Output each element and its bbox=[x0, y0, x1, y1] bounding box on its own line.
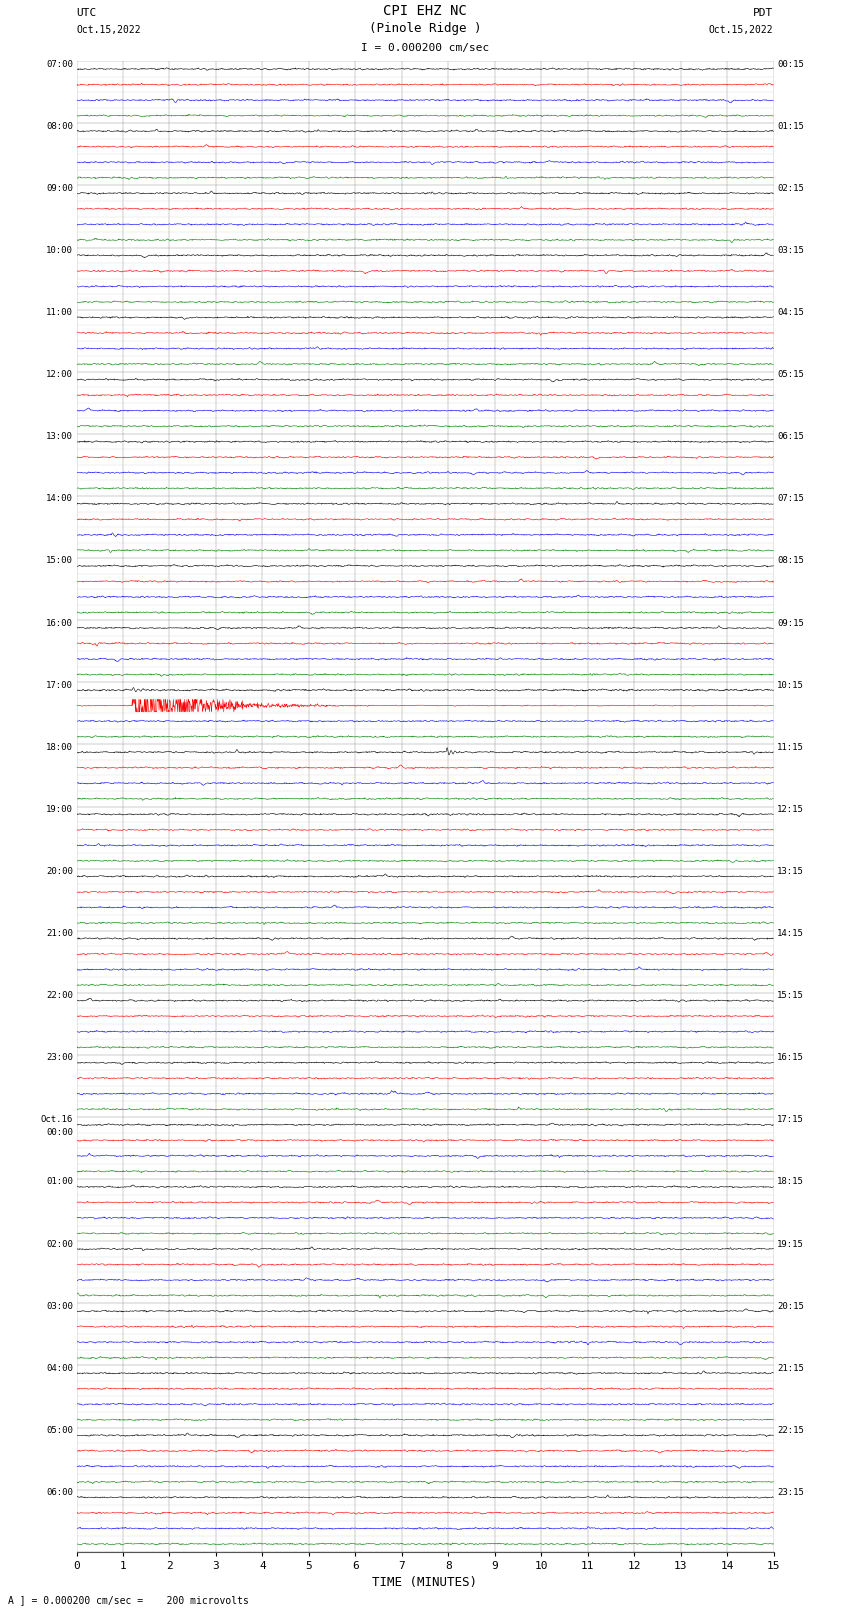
Text: 20:15: 20:15 bbox=[777, 1302, 804, 1311]
Text: 15:00: 15:00 bbox=[46, 556, 73, 566]
Text: 17:15: 17:15 bbox=[777, 1116, 804, 1124]
Text: 04:00: 04:00 bbox=[46, 1365, 73, 1373]
Text: PDT: PDT bbox=[753, 8, 774, 18]
Text: 14:15: 14:15 bbox=[777, 929, 804, 939]
Text: 23:00: 23:00 bbox=[46, 1053, 73, 1063]
Text: I = 0.000200 cm/sec: I = 0.000200 cm/sec bbox=[361, 44, 489, 53]
Text: 21:00: 21:00 bbox=[46, 929, 73, 939]
Text: 19:15: 19:15 bbox=[777, 1239, 804, 1248]
Text: 01:00: 01:00 bbox=[46, 1177, 73, 1187]
Text: 22:15: 22:15 bbox=[777, 1426, 804, 1436]
Text: 05:00: 05:00 bbox=[46, 1426, 73, 1436]
Text: 06:00: 06:00 bbox=[46, 1487, 73, 1497]
Text: A ] = 0.000200 cm/sec =    200 microvolts: A ] = 0.000200 cm/sec = 200 microvolts bbox=[8, 1595, 249, 1605]
Text: Oct.15,2022: Oct.15,2022 bbox=[76, 26, 141, 35]
Text: 11:15: 11:15 bbox=[777, 742, 804, 752]
Text: 22:00: 22:00 bbox=[46, 990, 73, 1000]
Text: 00:00: 00:00 bbox=[46, 1129, 73, 1137]
Text: 20:00: 20:00 bbox=[46, 868, 73, 876]
Text: 00:15: 00:15 bbox=[777, 60, 804, 69]
Text: 16:00: 16:00 bbox=[46, 619, 73, 627]
Text: 21:15: 21:15 bbox=[777, 1365, 804, 1373]
Text: 13:00: 13:00 bbox=[46, 432, 73, 442]
Text: Oct.15,2022: Oct.15,2022 bbox=[709, 26, 774, 35]
Text: (Pinole Ridge ): (Pinole Ridge ) bbox=[369, 23, 481, 35]
Text: 04:15: 04:15 bbox=[777, 308, 804, 318]
Text: 05:15: 05:15 bbox=[777, 371, 804, 379]
Text: 03:00: 03:00 bbox=[46, 1302, 73, 1311]
Text: 11:00: 11:00 bbox=[46, 308, 73, 318]
Text: 01:15: 01:15 bbox=[777, 123, 804, 131]
Text: 19:00: 19:00 bbox=[46, 805, 73, 815]
Text: 12:15: 12:15 bbox=[777, 805, 804, 815]
Text: 09:00: 09:00 bbox=[46, 184, 73, 194]
Text: 08:15: 08:15 bbox=[777, 556, 804, 566]
Text: 14:00: 14:00 bbox=[46, 494, 73, 503]
Text: 18:00: 18:00 bbox=[46, 742, 73, 752]
Text: 03:15: 03:15 bbox=[777, 245, 804, 255]
Text: 15:15: 15:15 bbox=[777, 990, 804, 1000]
Text: 02:15: 02:15 bbox=[777, 184, 804, 194]
Text: 09:15: 09:15 bbox=[777, 619, 804, 627]
Text: CPI EHZ NC: CPI EHZ NC bbox=[383, 3, 467, 18]
Text: Oct.16: Oct.16 bbox=[41, 1116, 73, 1124]
Text: 17:00: 17:00 bbox=[46, 681, 73, 690]
Text: 10:00: 10:00 bbox=[46, 245, 73, 255]
Text: 10:15: 10:15 bbox=[777, 681, 804, 690]
Text: 08:00: 08:00 bbox=[46, 123, 73, 131]
Text: 07:00: 07:00 bbox=[46, 60, 73, 69]
Text: 16:15: 16:15 bbox=[777, 1053, 804, 1063]
X-axis label: TIME (MINUTES): TIME (MINUTES) bbox=[372, 1576, 478, 1589]
Text: 07:15: 07:15 bbox=[777, 494, 804, 503]
Text: 18:15: 18:15 bbox=[777, 1177, 804, 1187]
Text: 02:00: 02:00 bbox=[46, 1239, 73, 1248]
Text: UTC: UTC bbox=[76, 8, 97, 18]
Text: 23:15: 23:15 bbox=[777, 1487, 804, 1497]
Text: 13:15: 13:15 bbox=[777, 868, 804, 876]
Text: 06:15: 06:15 bbox=[777, 432, 804, 442]
Text: 12:00: 12:00 bbox=[46, 371, 73, 379]
